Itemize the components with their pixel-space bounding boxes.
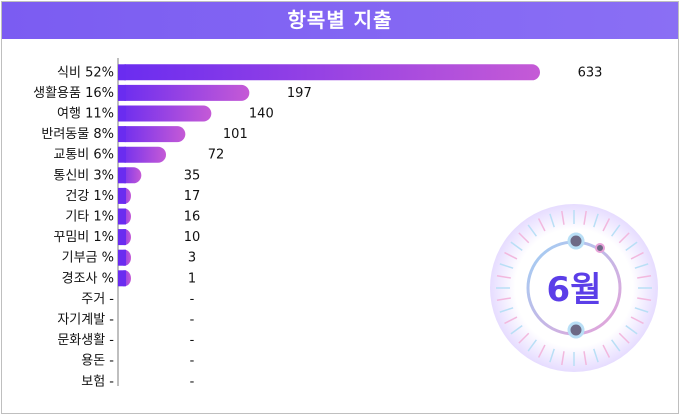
dial-tick xyxy=(611,339,621,352)
category-label: 반려동물 8% xyxy=(41,127,114,142)
category-label: 경조사 % xyxy=(62,271,114,286)
dial-tick xyxy=(496,297,511,301)
value-label: - xyxy=(190,333,195,348)
dial-tick xyxy=(593,348,599,363)
value-label: 197 xyxy=(287,86,312,101)
value-label: - xyxy=(190,374,195,389)
value-label: 35 xyxy=(184,168,201,183)
dial-tick xyxy=(583,210,587,225)
dial-tick xyxy=(602,344,611,358)
value-label: 16 xyxy=(184,210,201,225)
month-label: 6월 xyxy=(546,270,602,310)
month-dial-icon xyxy=(490,204,658,372)
dial-tick xyxy=(630,316,644,325)
dial-tick xyxy=(625,241,638,251)
dial-tick xyxy=(549,348,555,363)
value-label: 17 xyxy=(184,189,201,204)
value-label: 140 xyxy=(249,107,274,122)
dial-tick xyxy=(510,241,523,251)
bar-base xyxy=(118,105,126,122)
header-bar: 항목별 지출 xyxy=(2,2,678,39)
value-label: 1 xyxy=(188,271,196,286)
dial-tick xyxy=(625,325,638,335)
dial-tick xyxy=(561,210,565,225)
bar xyxy=(118,84,250,101)
bar xyxy=(118,105,212,122)
dial-tick xyxy=(637,275,652,279)
bar-base xyxy=(118,270,126,287)
value-label: 3 xyxy=(188,251,196,266)
value-label: 633 xyxy=(578,65,603,80)
bar-base xyxy=(118,146,126,163)
category-label: 꾸밈비 1% xyxy=(53,230,114,245)
category-label: 기타 1% xyxy=(65,210,114,225)
dial-tick xyxy=(504,316,518,325)
bar-base xyxy=(118,126,126,143)
dial-tick xyxy=(611,224,621,237)
dial-tick xyxy=(602,218,611,232)
dial-tick xyxy=(561,351,565,366)
bar-base xyxy=(118,208,126,225)
bar-base xyxy=(118,64,126,81)
chart-title: 항목별 지출 xyxy=(287,8,393,32)
value-label: 10 xyxy=(184,230,201,245)
value-label: - xyxy=(190,354,195,369)
bar-base xyxy=(118,167,126,184)
dial-tick xyxy=(630,251,644,260)
value-label: 72 xyxy=(208,148,225,163)
dial-tick xyxy=(504,251,518,260)
bar-base xyxy=(118,187,126,204)
dial-tick xyxy=(537,218,546,232)
dial-tick xyxy=(583,351,587,366)
category-label: 보험 - xyxy=(81,374,114,389)
dial-tick xyxy=(496,275,511,279)
bar xyxy=(118,146,166,163)
bar xyxy=(118,64,540,81)
category-label: 주거 - xyxy=(81,292,114,307)
category-label: 용돈 - xyxy=(81,354,114,369)
bar-base xyxy=(118,84,126,101)
dial-tick xyxy=(510,325,523,335)
bar-base xyxy=(118,229,126,246)
dial-tick xyxy=(537,344,546,358)
category-label: 기부금 % xyxy=(62,251,114,266)
dial-tick xyxy=(499,263,514,269)
category-label: 여행 11% xyxy=(57,106,114,122)
dial-tick xyxy=(618,332,630,344)
dial-tick xyxy=(527,339,537,352)
category-label: 자기계발 - xyxy=(57,313,114,328)
category-label: 생활용품 16% xyxy=(33,86,114,101)
value-label: - xyxy=(190,313,195,328)
dial-tick xyxy=(518,232,530,244)
dial-tick xyxy=(593,213,599,228)
bar-base xyxy=(118,249,126,266)
category-label: 통신비 3% xyxy=(53,168,114,183)
dial-tick xyxy=(499,307,514,313)
dial-tick xyxy=(618,232,630,244)
category-label: 건강 1% xyxy=(65,189,114,204)
category-label: 문화생활 - xyxy=(57,333,114,348)
category-label: 교통비 6% xyxy=(53,148,114,163)
value-label: - xyxy=(190,292,195,307)
dial-tick xyxy=(527,224,537,237)
dial-tick xyxy=(518,332,530,344)
dial-tick xyxy=(637,297,652,301)
bar xyxy=(118,126,186,143)
value-label: 101 xyxy=(223,127,248,142)
category-label: 식비 52% xyxy=(57,65,114,80)
dial-tick xyxy=(634,307,649,313)
dial-tick xyxy=(634,263,649,269)
dial-tick xyxy=(549,213,555,228)
